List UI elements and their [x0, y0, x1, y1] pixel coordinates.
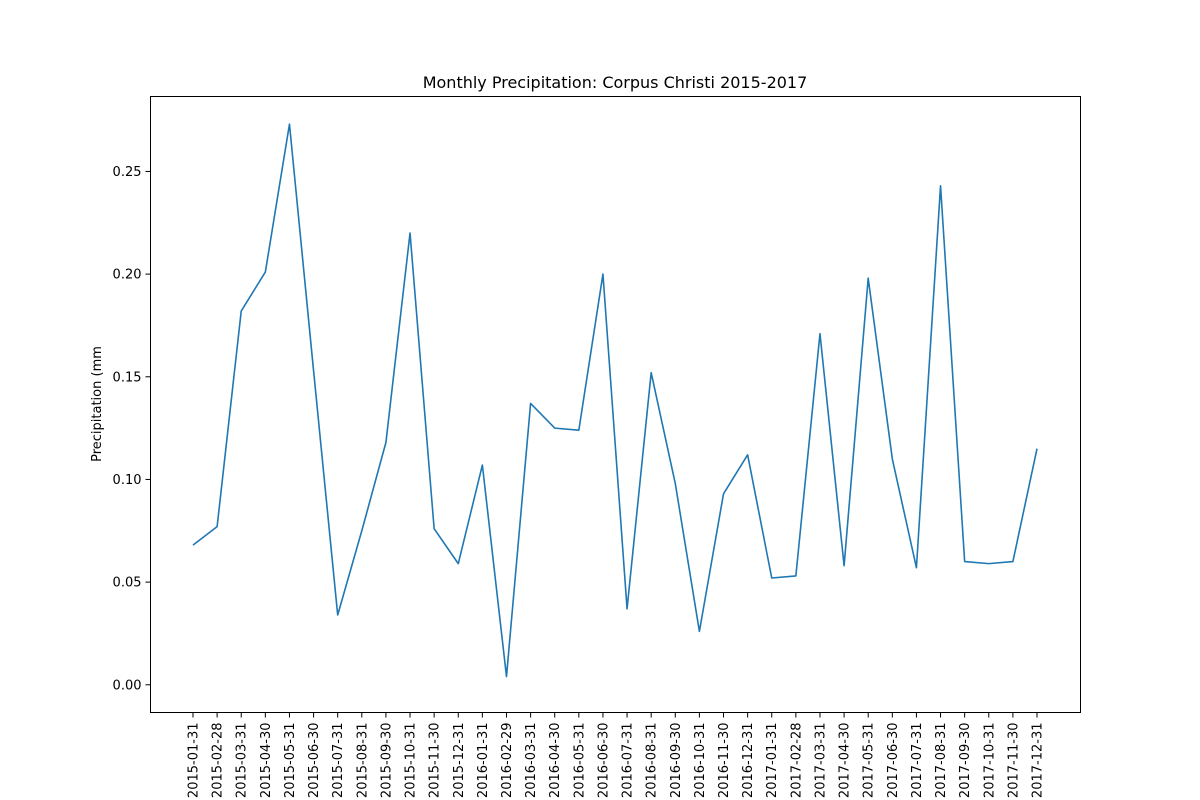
- x-tick-label: 2017-09-30: [958, 723, 973, 799]
- x-tick-label: 2016-06-30: [596, 723, 611, 799]
- x-tick-label: 2016-07-31: [621, 723, 636, 799]
- x-tick-label: 2016-04-30: [548, 723, 563, 799]
- y-tick-label: 0.25: [113, 165, 142, 180]
- x-tick-label: 2016-10-31: [693, 723, 708, 799]
- precipitation-series-line: [192, 123, 1038, 678]
- x-tick-label: 2016-09-30: [669, 723, 684, 799]
- x-tick-label: 2015-11-30: [428, 723, 443, 799]
- chart-title: Monthly Precipitation: Corpus Christi 20…: [423, 73, 808, 92]
- x-tick-label: 2017-08-31: [934, 723, 949, 799]
- x-tick-label: 2016-08-31: [645, 723, 660, 799]
- x-tick-label: 2015-03-31: [235, 723, 250, 799]
- y-tick-label: 0.10: [113, 473, 142, 488]
- x-tick-label: 2017-05-31: [862, 723, 877, 799]
- x-tick-label: 2016-01-31: [476, 723, 491, 799]
- x-tick-label: 2015-01-31: [187, 723, 202, 799]
- x-tick-label: 2017-11-30: [1006, 723, 1021, 799]
- y-tick-label: 0.20: [113, 268, 142, 283]
- x-tick-label: 2015-02-28: [211, 723, 226, 799]
- x-tick-label: 2015-10-31: [404, 723, 419, 799]
- x-tick-label: 2016-05-31: [572, 723, 587, 799]
- y-tick-label: 0.00: [113, 678, 142, 693]
- x-tick-label: 2017-12-31: [1031, 723, 1046, 799]
- x-tick-label: 2016-02-29: [500, 723, 515, 799]
- x-tick-label: 2017-04-30: [838, 723, 853, 799]
- x-tick-label: 2017-01-31: [765, 723, 780, 799]
- x-tick-label: 2017-03-31: [813, 723, 828, 799]
- x-tick-label: 2016-11-30: [717, 723, 732, 799]
- plot-frame: [150, 96, 1081, 713]
- y-axis-label: Precipitation (mm: [90, 346, 105, 462]
- x-axis: 2015-01-31 2015-02-28 2015-03-31 2015-04-30…: [187, 712, 1046, 799]
- x-tick-label: 2015-05-31: [283, 723, 298, 799]
- x-tick-label: 2015-12-31: [452, 723, 467, 799]
- x-tick-label: 2015-09-30: [379, 723, 394, 799]
- x-tick-label: 2017-10-31: [982, 723, 997, 799]
- x-tick-label: 2017-06-30: [886, 723, 901, 799]
- x-tick-label: 2017-07-31: [910, 723, 925, 799]
- x-tick-label: 2015-08-31: [355, 723, 370, 799]
- y-tick-label: 0.15: [113, 370, 142, 385]
- x-tick-label: 2015-07-31: [331, 723, 346, 799]
- x-tick-label: 2016-03-31: [524, 723, 539, 799]
- x-tick-label: 2016-12-31: [741, 723, 756, 799]
- x-tick-label: 2015-04-30: [259, 723, 274, 799]
- y-axis: 0.00 0.05 0.10 0.15 0.20 0.25: [113, 165, 151, 693]
- x-tick-label: 2015-06-30: [307, 723, 322, 799]
- y-tick-label: 0.05: [113, 576, 142, 591]
- x-tick-label: 2017-02-28: [789, 723, 804, 799]
